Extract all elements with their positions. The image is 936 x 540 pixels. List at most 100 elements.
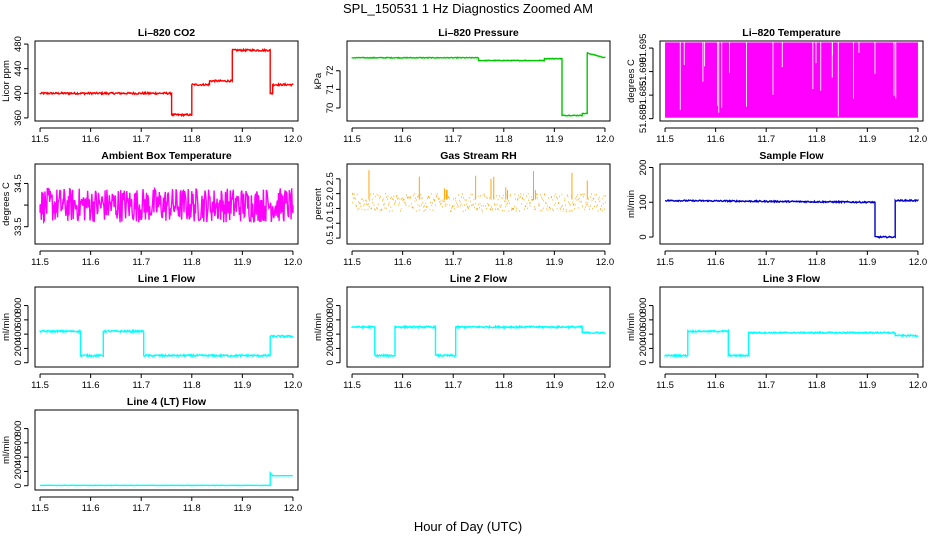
y-tick-label: 600 [325, 312, 336, 328]
y-tick-label: 2.0 [325, 187, 336, 200]
x-tick-label: 11.8 [183, 503, 201, 514]
y-tick-label: 200 [638, 160, 649, 176]
x-tick-label: 11.5 [31, 503, 49, 514]
y-axis-label: kPa [313, 72, 324, 89]
panel-title: Line 4 (LT) Flow [127, 396, 207, 408]
panel-title: Li–820 CO2 [138, 27, 195, 39]
y-tick-label: 33.5 [13, 217, 24, 236]
plot-frame [34, 163, 299, 245]
x-tick-label: 11.9 [545, 134, 563, 145]
y-tick-label: 400 [638, 326, 649, 342]
x-tick-label: 11.7 [444, 134, 462, 145]
x-tick-label: 11.8 [495, 257, 513, 268]
plot-frame [659, 40, 924, 122]
plot-frame [346, 163, 611, 245]
x-tick-label: 11.6 [82, 380, 100, 391]
y-tick-label: 400 [13, 85, 24, 101]
x-tick-label: 11.5 [656, 257, 674, 268]
x-tick-label: 11.8 [183, 380, 201, 391]
panel-title: Line 2 Flow [450, 273, 508, 285]
x-tick-label: 11.8 [495, 380, 513, 391]
x-tick-label: 11.5 [31, 134, 49, 145]
x-tick-label: 11.5 [31, 257, 49, 268]
x-tick-label: 11.7 [757, 257, 775, 268]
x-tick-label: 11.5 [656, 380, 674, 391]
y-tick-label: 71 [325, 84, 336, 95]
series-1-line [39, 47, 294, 118]
series-1-line [664, 328, 919, 358]
y-tick-label: 800 [638, 298, 649, 314]
plot-data [39, 47, 294, 118]
panel-grid: Li–820 CO2 Licor ppm 11.5 11.6 11.7 11.8 11.9 1… [1, 27, 927, 514]
y-tick-label: 800 [325, 298, 336, 314]
x-tick-label: 12.0 [284, 134, 303, 145]
y-axis-label: degrees C [1, 182, 12, 226]
x-tick-label: 11.9 [233, 134, 251, 145]
series-1-line [351, 51, 606, 117]
y-axis-label: ml/min [1, 436, 12, 464]
y-tick-label: 200 [13, 463, 24, 479]
x-tick-label: 11.6 [394, 380, 412, 391]
chart-panel-3: Li–820 Temperature degrees C 11.5 11.6 11.7 1… [626, 27, 927, 145]
y-tick-label: 0 [325, 360, 336, 365]
y-axis-label: percent [313, 188, 324, 220]
x-tick-label: 11.6 [82, 503, 100, 514]
figure-xlabel: Hour of Day (UTC) [414, 519, 522, 534]
x-tick-label: 11.8 [495, 134, 513, 145]
y-tick-label: 100 [638, 194, 649, 210]
series-1-line [664, 198, 919, 239]
y-tick-label: 440 [13, 61, 24, 77]
y-tick-label: 480 [13, 36, 24, 52]
chart-panel-8: Line 2 Flow ml/min 11.5 11.6 11.7 11.8 11.9 12.… [313, 273, 614, 391]
plot-frame [659, 163, 924, 245]
x-tick-label: 11.7 [132, 503, 150, 514]
x-tick-label: 12.0 [909, 257, 928, 268]
x-tick-label: 12.0 [909, 134, 928, 145]
y-tick-label: 51.695 [638, 34, 649, 63]
y-tick-label: 400 [325, 326, 336, 342]
panel-title: Line 1 Flow [138, 273, 196, 285]
x-tick-label: 11.6 [82, 257, 100, 268]
plot-data [352, 170, 606, 213]
y-axis-label: degrees C [626, 59, 637, 103]
plot-data [39, 186, 294, 225]
y-tick-label: 72 [325, 65, 336, 76]
plot-data [664, 198, 919, 239]
panel-title: Li–820 Temperature [742, 27, 841, 39]
series-1-line [351, 324, 606, 359]
y-tick-label: 600 [13, 312, 24, 328]
plot-frame [346, 286, 611, 368]
x-tick-label: 11.9 [858, 257, 876, 268]
y-tick-label: 0 [13, 483, 24, 488]
x-tick-label: 11.7 [757, 134, 775, 145]
x-tick-label: 11.8 [808, 380, 826, 391]
x-tick-label: 11.6 [82, 134, 100, 145]
y-tick-label: 600 [13, 435, 24, 451]
y-tick-label: 70 [325, 103, 336, 114]
figure-title: SPL_150531 1 Hz Diagnostics Zoomed AM [343, 1, 593, 16]
x-tick-label: 11.5 [343, 134, 361, 145]
plot-frame [346, 40, 611, 122]
y-axis-label: ml/min [626, 313, 637, 341]
y-axis-label: Licor ppm [1, 60, 12, 102]
x-tick-label: 11.9 [858, 380, 876, 391]
x-tick-label: 12.0 [284, 503, 303, 514]
chart-panel-10: Line 4 (LT) Flow ml/min 11.5 11.6 11.7 11.8 11… [1, 396, 302, 514]
x-tick-label: 11.6 [394, 134, 412, 145]
y-tick-label: 2.5 [325, 172, 336, 185]
y-tick-label: 600 [638, 312, 649, 328]
y-tick-label: 51.690 [638, 57, 649, 86]
x-tick-label: 11.7 [757, 380, 775, 391]
data-band [665, 42, 918, 118]
x-tick-label: 11.5 [656, 134, 674, 145]
x-tick-label: 11.6 [707, 257, 725, 268]
panel-title: Line 3 Flow [763, 273, 821, 285]
x-tick-label: 11.9 [233, 257, 251, 268]
x-tick-label: 11.8 [183, 134, 201, 145]
y-tick-label: 34.5 [13, 174, 24, 193]
x-tick-label: 11.6 [394, 257, 412, 268]
plot-data [665, 42, 918, 118]
y-tick-label: 1.5 [325, 202, 336, 215]
y-axis-label: ml/min [313, 313, 324, 341]
x-tick-label: 11.9 [545, 380, 563, 391]
